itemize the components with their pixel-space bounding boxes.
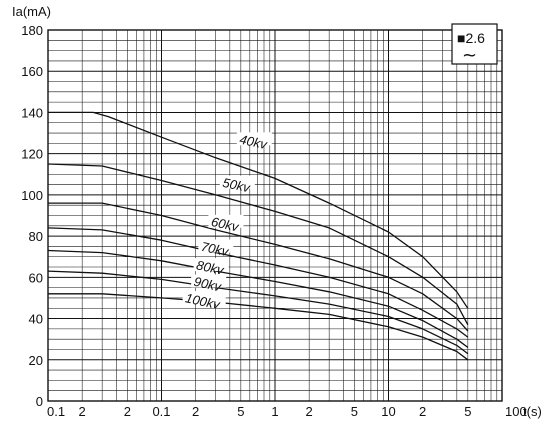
x-axis-label: t(s) [523,404,542,419]
x-tick-label: 2 [79,404,86,419]
curve-label-80kv: 80kv [195,257,226,278]
curve-70kv [47,227,469,338]
x-tick-label: 5 [464,404,471,419]
x-tick-label: 2 [192,404,199,419]
y-tick-label: 80 [29,229,43,244]
x-tick-label: 5 [237,404,244,419]
x-tick-label: 2 [306,404,313,419]
curve-label-bg [219,175,255,189]
curve-label-40kv: 40kv [238,132,269,153]
grid-lines [47,29,503,402]
curve-40kv [48,111,469,309]
curve-label-70kv: 70kv [200,239,231,260]
legend-frame [451,23,498,65]
y-tick-label: 20 [29,353,43,368]
curve-60kv [48,202,469,332]
legend-label: ■2.6 [457,30,485,46]
y-tick-label: 0 [36,394,43,409]
y-tick-label: 100 [21,188,43,203]
x-tick-label: 2 [124,404,131,419]
curve-label-bg [236,132,272,146]
x-tick-label: 100 [505,404,527,419]
curve-50kv [47,163,469,326]
series-curves [47,111,469,361]
curve-label-50kv: 50kv [221,175,252,196]
plot-frame [47,29,503,402]
x-tick-label: 0.1 [152,404,170,419]
y-tick-label: 60 [29,270,43,285]
x-tick-label: 5 [351,404,358,419]
curve-label-bg [191,274,227,288]
curve-label-bg [198,239,234,253]
curve-label-90kv: 90kv [193,274,224,295]
y-tick-label: 160 [21,64,43,79]
x-tick-label: 10 [381,404,395,419]
curve-label-bg [208,214,244,228]
y-tick-label: 120 [21,147,43,162]
curve-label-bg [193,258,229,272]
curve-label-60kv: 60kv [210,214,241,235]
curve-80kv [47,249,469,348]
y-tick-label: 40 [29,312,43,327]
y-tick-label: 180 [21,23,43,38]
y-axis-label: Ia(mA) [12,4,51,19]
y-tick-label: 140 [21,105,43,120]
curve-90kv [47,270,469,355]
legend-wave-icon: ~ [462,45,477,66]
curve-100kv [48,293,469,361]
axes: 0 20 40 60 80 100 120 140 160 180 0.1 2 2 0.1 2 5 1 2 5 10 2… [21,23,526,419]
x-tick-label: 0.1 [47,404,65,419]
x-tick-label: 1 [271,404,278,419]
curve-label-bg [182,291,226,305]
legend-box: ■2.6 ~ [451,23,498,66]
curve-label-100kv: 100kv [184,290,223,312]
x-tick-label: 2 [419,404,426,419]
